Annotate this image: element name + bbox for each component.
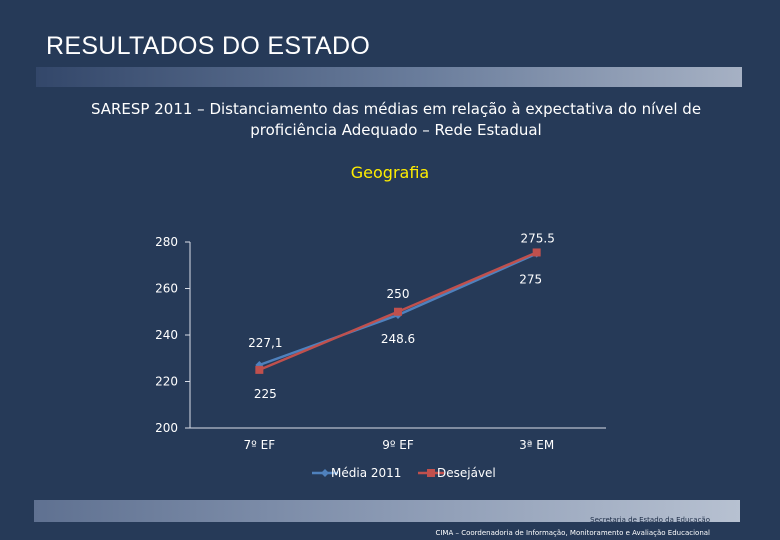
title-decoration-bar	[36, 67, 742, 87]
y-tick-label: 280	[155, 235, 178, 249]
data-label-media-2011: 275	[519, 273, 542, 287]
chart-subtitle: Geografia	[350, 163, 430, 182]
x-tick-label: 7º EF	[244, 438, 276, 452]
data-label-desejavel: 250	[387, 287, 410, 301]
y-tick-label: 200	[155, 421, 178, 435]
x-tick-label: 9º EF	[382, 438, 414, 452]
y-tick-label: 260	[155, 282, 178, 296]
data-point-desejavel	[532, 248, 541, 257]
data-label-media-2011: 227,1	[248, 336, 282, 350]
footer-decoration-bar	[34, 500, 740, 522]
data-point-desejavel	[255, 365, 264, 374]
chart-title: SARESP 2011 – Distanciamento das médias …	[90, 100, 702, 139]
legend-marker-media-2011	[321, 469, 329, 477]
x-tick-label: 3ª EM	[519, 438, 554, 452]
data-label-media-2011: 248.6	[381, 332, 415, 346]
slide-title: RESULTADOS DO ESTADO	[46, 32, 371, 60]
legend-label-media-2011: Média 2011	[331, 466, 401, 480]
legend-label-desejavel: Desejável	[437, 466, 496, 480]
data-point-desejavel	[394, 307, 402, 316]
data-label-desejavel: 225	[254, 387, 277, 401]
footer-secretariat: Secretaria de Estado da Educação	[590, 516, 710, 524]
legend-marker-desejavel	[427, 469, 435, 477]
footer-coordination: CIMA – Coordenadoria de Informação, Moni…	[435, 529, 710, 537]
y-tick-label: 220	[155, 375, 178, 389]
data-label-desejavel: 275.5	[520, 231, 554, 245]
y-tick-label: 240	[155, 328, 178, 342]
